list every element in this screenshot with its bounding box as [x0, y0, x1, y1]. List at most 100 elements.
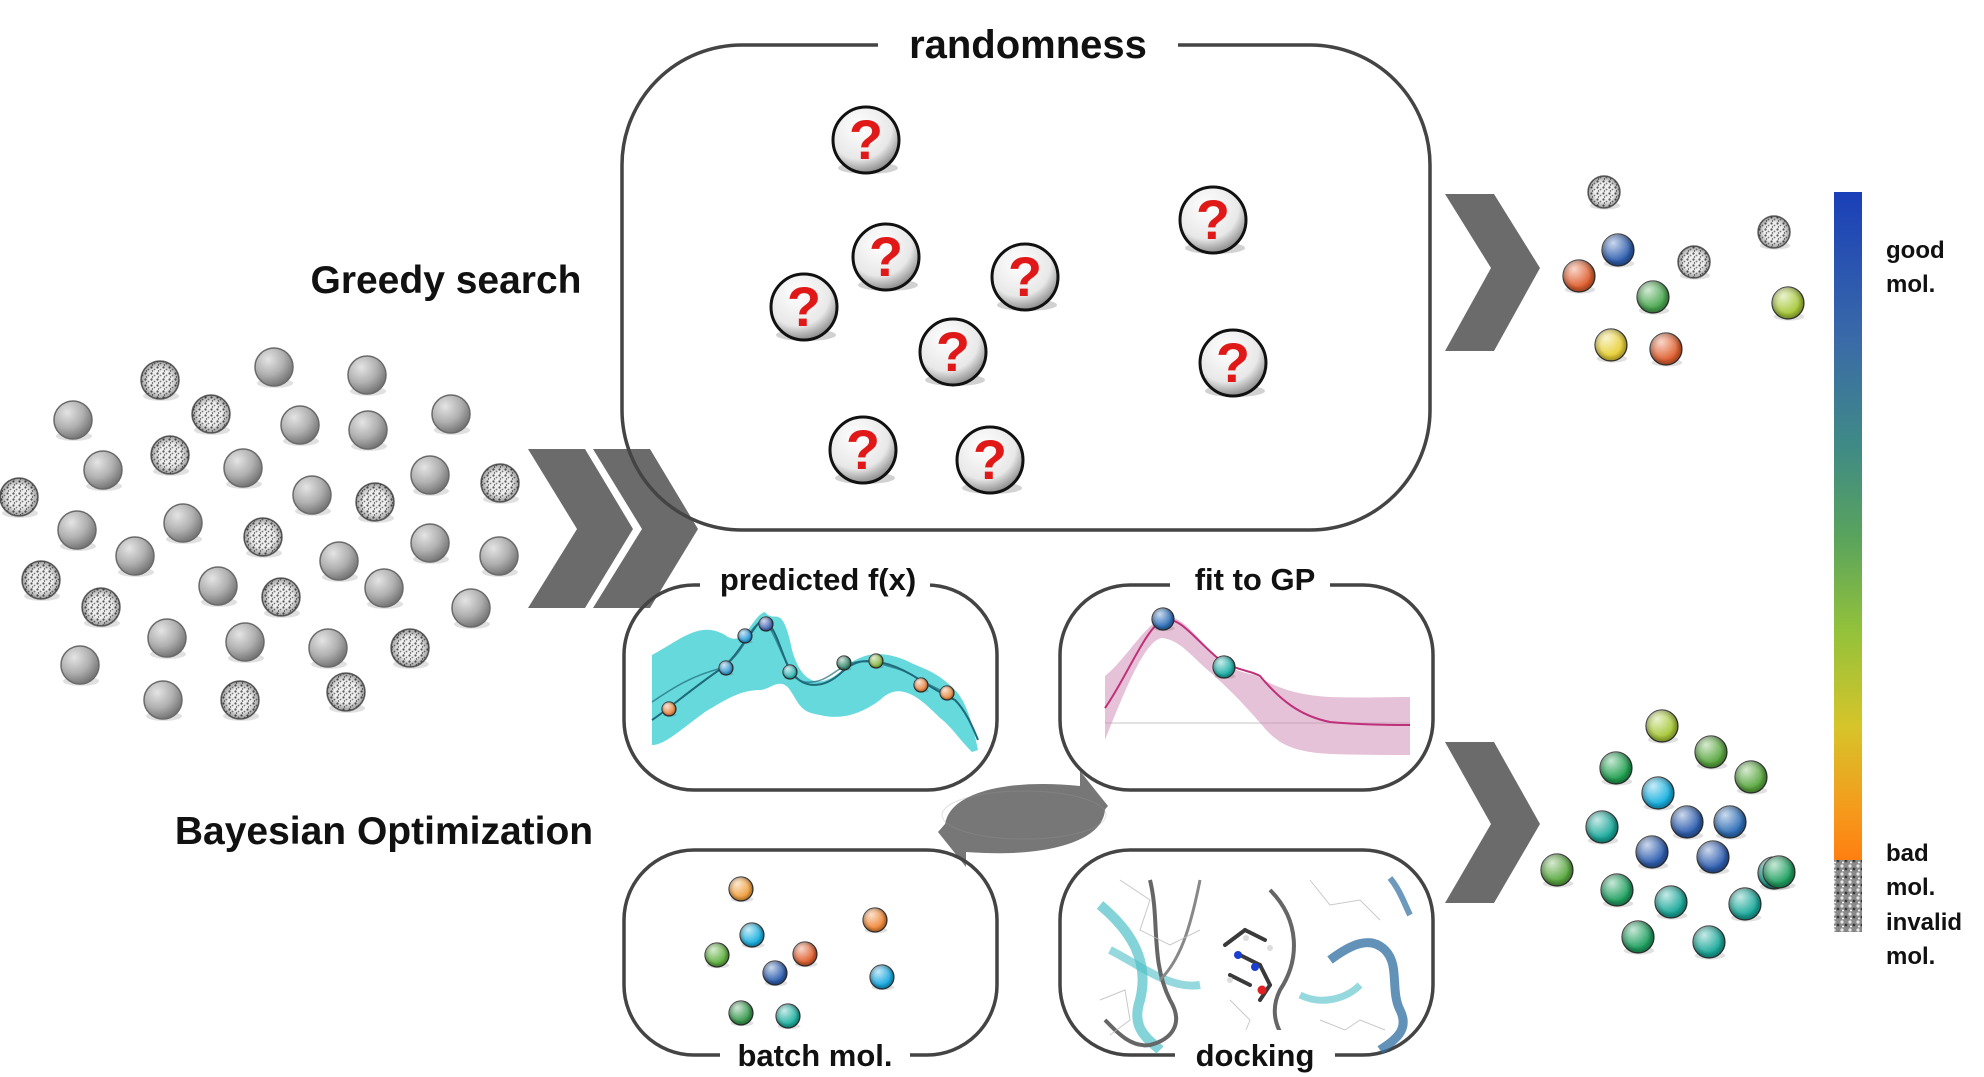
- molecule-icon: [1600, 873, 1634, 908]
- question-mark-icon: ?: [828, 415, 898, 485]
- molecule-icon: [1641, 776, 1675, 811]
- molecule-icon: [775, 1003, 801, 1030]
- sphere-icon: [348, 410, 388, 451]
- bad-label: bad: [1886, 840, 1929, 867]
- greedy-search-label: Greedy search: [310, 259, 581, 302]
- molecule-icon: [1636, 280, 1670, 315]
- molecule-icon: [869, 964, 895, 991]
- question-mark-icon: ?: [851, 222, 921, 292]
- molecule-icon: [1585, 810, 1619, 845]
- speckled-sphere-icon: [1677, 245, 1711, 280]
- molecule-icon: [1692, 925, 1726, 960]
- molecule-pool: [0, 347, 520, 721]
- predicted-fx-title: predicted f(x): [720, 562, 916, 597]
- question-mark: ?: [936, 320, 970, 383]
- batch-mol-title: batch mol.: [737, 1038, 892, 1073]
- molecule-icon: [1762, 855, 1796, 890]
- sphere-icon: [431, 394, 471, 435]
- question-mark-icon: ?: [831, 105, 901, 175]
- speckled-sphere-icon: [81, 587, 121, 628]
- molecule-icon: [1734, 760, 1768, 795]
- molecule-icon: [1645, 709, 1679, 744]
- sphere-icon: [410, 523, 450, 564]
- sphere-icon: [319, 541, 359, 582]
- molecule-icon: [1599, 751, 1633, 786]
- sphere-icon: [479, 536, 519, 577]
- question-mark: ?: [1196, 188, 1230, 251]
- sphere-icon: [280, 405, 320, 446]
- speckled-sphere-icon: [0, 477, 39, 518]
- chevron-right-icon: [1445, 194, 1540, 351]
- question-mark-icon: ?: [918, 317, 988, 387]
- question-mark: ?: [1008, 245, 1042, 308]
- molecule-icon: [1562, 259, 1596, 294]
- molecule-icon: [1696, 840, 1730, 875]
- data-point-icon: [737, 628, 753, 644]
- data-point-icon: [1151, 607, 1175, 632]
- molecule-icon: [728, 1000, 754, 1027]
- sphere-icon: [60, 645, 100, 686]
- good-label-2: mol.: [1886, 271, 1935, 298]
- question-mark-icon: ?: [1198, 328, 1268, 398]
- molecule-icon: [704, 942, 730, 969]
- bayesian-optimization-label: Bayesian Optimization: [175, 810, 593, 853]
- molecule-icon: [1594, 328, 1628, 363]
- speckled-sphere-icon: [140, 360, 180, 401]
- sphere-icon: [143, 680, 183, 721]
- data-point-icon: [758, 616, 774, 632]
- docking-title: docking: [1196, 1038, 1315, 1073]
- molecule-icon: [1621, 920, 1655, 955]
- sphere-icon: [53, 400, 93, 441]
- sphere-icon: [223, 448, 263, 489]
- molecule-icon: [1601, 233, 1635, 268]
- predicted-fx-plot: [651, 612, 979, 752]
- batch-molecules: [704, 876, 895, 1030]
- speckled-sphere-icon: [150, 435, 190, 476]
- sphere-icon: [163, 503, 203, 544]
- cycle-arrows-icon: [938, 771, 1108, 867]
- sphere-icon: [198, 566, 238, 607]
- molecule-icon: [1728, 887, 1762, 922]
- molecule-icon: [792, 941, 818, 968]
- invalid-label-2: mol.: [1886, 943, 1935, 970]
- chevron-right-icon: [1445, 742, 1540, 903]
- invalid-label: invalid: [1886, 909, 1962, 936]
- molecule-icon: [1649, 332, 1683, 367]
- sphere-icon: [254, 347, 294, 388]
- data-point-icon: [939, 685, 955, 701]
- data-point-icon: [661, 701, 677, 717]
- molecule-icon: [1713, 805, 1747, 840]
- data-point-icon: [913, 677, 929, 693]
- gp-fit-points: [1151, 607, 1236, 680]
- sphere-icon: [83, 450, 123, 491]
- good-label: good: [1886, 237, 1945, 264]
- bad-label-2: mol.: [1886, 874, 1935, 901]
- colorbar-gradient: [1834, 192, 1862, 860]
- molecule-icon: [1771, 286, 1805, 321]
- gp-fit-plot: [1104, 616, 1411, 755]
- question-mark-icon: ?: [955, 425, 1025, 495]
- speckled-sphere-icon: [243, 517, 283, 558]
- question-marks: ?????????: [769, 105, 1268, 495]
- greedy-output-molecules: [1562, 175, 1805, 367]
- molecule-icon: [1694, 735, 1728, 770]
- predicted-fx-points: [661, 616, 955, 717]
- molecule-icon: [739, 922, 765, 949]
- question-mark-icon: ?: [769, 272, 839, 342]
- double-chevron-icon: [528, 449, 698, 608]
- molecule-icon: [1635, 835, 1669, 870]
- data-point-icon: [718, 660, 734, 676]
- sphere-icon: [347, 355, 387, 396]
- data-point-icon: [836, 655, 852, 671]
- speckled-sphere-icon: [480, 463, 520, 504]
- question-mark: ?: [846, 418, 880, 481]
- bo-output-molecules: [1540, 709, 1796, 960]
- colorbar-invalid: [1834, 860, 1862, 932]
- question-mark: ?: [973, 428, 1007, 491]
- data-point-icon: [1212, 655, 1236, 680]
- speckled-sphere-icon: [21, 560, 61, 601]
- molecule-icon: [762, 960, 788, 987]
- sphere-icon: [410, 455, 450, 496]
- molecule-icon: [728, 876, 754, 903]
